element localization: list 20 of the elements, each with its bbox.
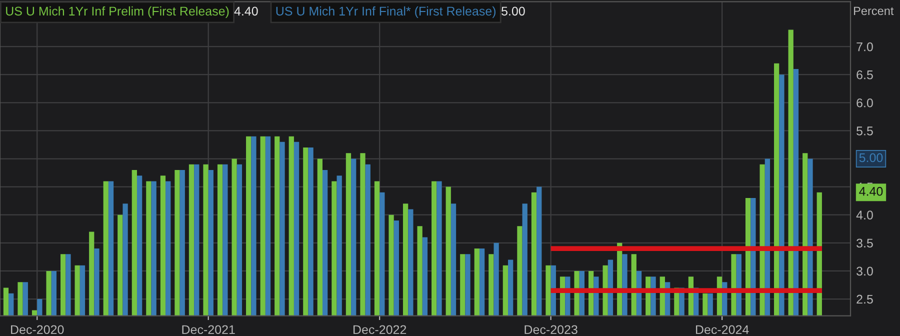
text: US U Mich 1Yr Inf Final* (First Release) — [276, 6, 496, 18]
annotation: 4.40 — [234, 6, 258, 16]
y-tick-label: 6.0 — [856, 98, 873, 108]
y-tick-label: 2.5 — [856, 294, 873, 304]
x-tick-label: Dec-2023 — [524, 325, 578, 334]
x-tick-label: Dec-2021 — [182, 325, 235, 334]
text: 5.00 — [859, 153, 883, 162]
x-tick-label: Dec-2022 — [354, 325, 406, 334]
y-tick-label: 3.5 — [856, 238, 873, 248]
y-tick-label: 4.0 — [856, 210, 873, 220]
y-axis-title: Percent — [854, 6, 894, 16]
y-tick-label: 3.0 — [856, 266, 873, 276]
x-tick-label: Dec-2024 — [696, 325, 749, 334]
y-tick-label: 6.5 — [856, 70, 873, 80]
text: 4.40 — [859, 186, 883, 196]
annotation: 5.00 — [502, 6, 525, 16]
x-tick-label: Dec-2020 — [11, 325, 64, 334]
text: US U Mich 1Yr Inf Prelim (First Release) — [6, 6, 229, 18]
y-tick-label: 5.5 — [856, 126, 873, 136]
y-tick-label: 7.0 — [856, 42, 873, 52]
